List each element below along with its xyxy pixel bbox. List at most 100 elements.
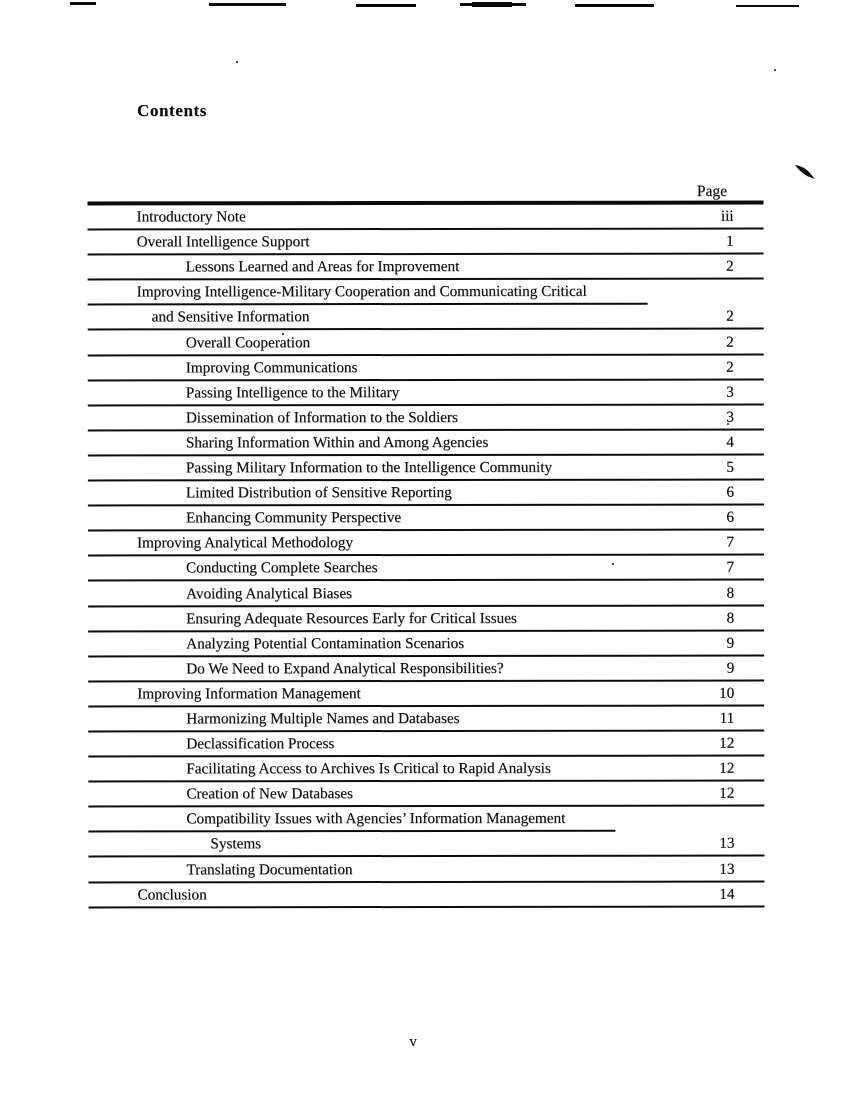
toc-entry-page: 2 [726,308,734,326]
toc-entry-page: 12 [719,784,735,802]
toc-entry-title: Declassification Process [186,735,335,753]
scan-mark [356,4,416,7]
toc-entry-title: Improving Information Management [137,684,361,703]
toc-row: Compatibility Issues with Agencies’ Info… [88,807,764,833]
toc-entry-page: 8 [726,584,735,602]
row-rule-line [88,905,765,909]
toc-entry-title: and Sensitive Information [151,308,310,326]
toc-entry-page: 7 [726,533,734,551]
toc-row: Systems 13 [88,832,765,858]
toc-row: Creation of New Databases 12 [88,782,765,808]
toc-entry-title: Do We Need to Expand Analytical Responsi… [186,659,504,678]
toc-entry-page: 13 [719,860,735,878]
toc-entry-title: Enhancing Community Perspective [185,509,402,527]
toc-entry-page: 7 [726,558,735,576]
toc-entry-title: Lessons Learned and Areas for Improvemen… [185,258,460,276]
toc-entry-page: 9 [726,659,735,677]
toc-row: Ensuring Adequate Resources Early for Cr… [88,606,765,633]
toc-row: Avoiding Analytical Biases 8 [88,581,765,607]
toc-entry-title: Passing Military Information to the Inte… [185,458,553,477]
toc-entry-page: iii [720,207,734,225]
toc-entry-title: Overall Intelligence Support [136,233,310,251]
page-number-footer: v [409,1034,417,1050]
toc-entry-page: 5 [726,458,734,476]
scan-speck [236,61,238,63]
toc-row: Enhancing Community Perspective 6 [87,506,764,532]
toc-entry-page: 12 [719,734,735,752]
scan-mark [575,4,654,7]
toc-entry-title: Creation of New Databases [186,785,353,803]
toc-entry-page: 8 [726,609,735,627]
toc-row: Limited Distribution of Sensitive Report… [87,481,764,507]
toc-entry-title: Sharing Information Within and Among Age… [185,433,489,452]
toc-entry-title: Conducting Complete Searches [186,559,378,577]
toc-row: Overall Cooperation 2 [87,330,764,357]
toc-entry-page: 14 [719,885,735,903]
toc-entry-page: 3 [726,383,734,401]
page-column-header: Page [696,183,727,200]
toc-entry-title: Conclusion [137,885,207,904]
toc-entry-title: Ensuring Adequate Resources Early for Cr… [186,609,517,627]
toc-table: Introductory Note iii Overall Intelligen… [87,200,765,909]
toc-entry-title: Compatibility Issues with Agencies’ Info… [186,810,566,828]
scan-speck [612,563,614,565]
toc-entry-page: 6 [726,483,734,501]
toc-row: Harmonizing Multiple Names and Databases… [88,706,765,733]
toc-row: Lessons Learned and Areas for Improvemen… [87,255,764,281]
toc-row: Dissemination of Information to the Sold… [87,405,764,432]
toc-entry-title: Improving Intelligence-Military Cooperat… [136,283,587,301]
toc-row: Passing Military Information to the Inte… [87,455,764,482]
toc-row: Improving Information Management 10 [88,681,765,708]
toc-entry-page: 2 [726,333,734,351]
toc-row: and Sensitive Information 2 [87,305,764,331]
toc-row: Conclusion 14 [88,882,765,909]
toc-row: Declassification Process 12 [88,731,765,758]
scan-speck [282,333,284,335]
toc-entry-title: Improving Communications [185,358,358,376]
toc-row: Conducting Complete Searches 7 [88,556,765,582]
toc-row: Introductory Note iii [87,205,764,231]
toc-entry-page: 3 [726,408,734,426]
toc-row: Do We Need to Expand Analytical Responsi… [88,656,765,683]
toc-row: Improving Intelligence-Military Cooperat… [87,280,764,306]
toc-entry-page: 11 [719,709,735,727]
toc-entry-title: Dissemination of Information to the Sold… [185,408,458,427]
toc-entry-page: 13 [719,835,735,853]
toc-row: Analyzing Potential Contamination Scenar… [88,631,765,658]
toc-entry-page: 4 [726,433,734,451]
scan-mark [70,2,96,5]
toc-row: Improving Communications 2 [87,355,764,382]
toc-entry-title: Introductory Note [136,208,246,226]
toc-entry-title: Avoiding Analytical Biases [186,584,352,602]
scan-speck [727,423,729,425]
page-title: Contents [137,101,207,120]
toc-entry-page: 10 [718,684,735,702]
toc-row: Overall Intelligence Support 1 [87,230,764,256]
pen-mark-icon [794,164,818,182]
toc-entry-page: 2 [726,358,734,376]
toc-entry-title: Facilitating Access to Archives Is Criti… [186,759,551,778]
toc-entry-page: 6 [726,508,734,526]
toc-entry-title: Harmonizing Multiple Names and Databases [186,709,460,728]
scan-mark [472,2,512,7]
toc-entry-title: Limited Distribution of Sensitive Report… [185,484,452,502]
toc-entry-page: 12 [719,759,735,777]
toc-row: Facilitating Access to Archives Is Criti… [88,757,765,783]
toc-entry-title: Passing Intelligence to the Military [185,383,400,402]
toc-entry-title: Overall Cooperation [185,333,311,351]
toc-entry-page: 9 [726,634,735,652]
toc-entry-title: Analyzing Potential Contamination Scenar… [186,634,465,653]
toc-entry-title: Systems [210,835,262,853]
toc-row: Translating Documentation 13 [88,857,765,884]
toc-row: Passing Intelligence to the Military 3 [87,380,764,407]
toc-entry-page: 2 [725,257,734,275]
scan-speck [774,69,776,71]
scan-mark [209,3,286,6]
toc-entry-title: Translating Documentation [186,860,353,878]
toc-entry-title: Improving Analytical Methodology [136,534,353,552]
toc-row: Sharing Information Within and Among Age… [87,430,764,457]
scan-mark [736,5,799,7]
toc-entry-page: 1 [725,232,734,250]
toc-row: Improving Analytical Methodology 7 [88,531,765,557]
